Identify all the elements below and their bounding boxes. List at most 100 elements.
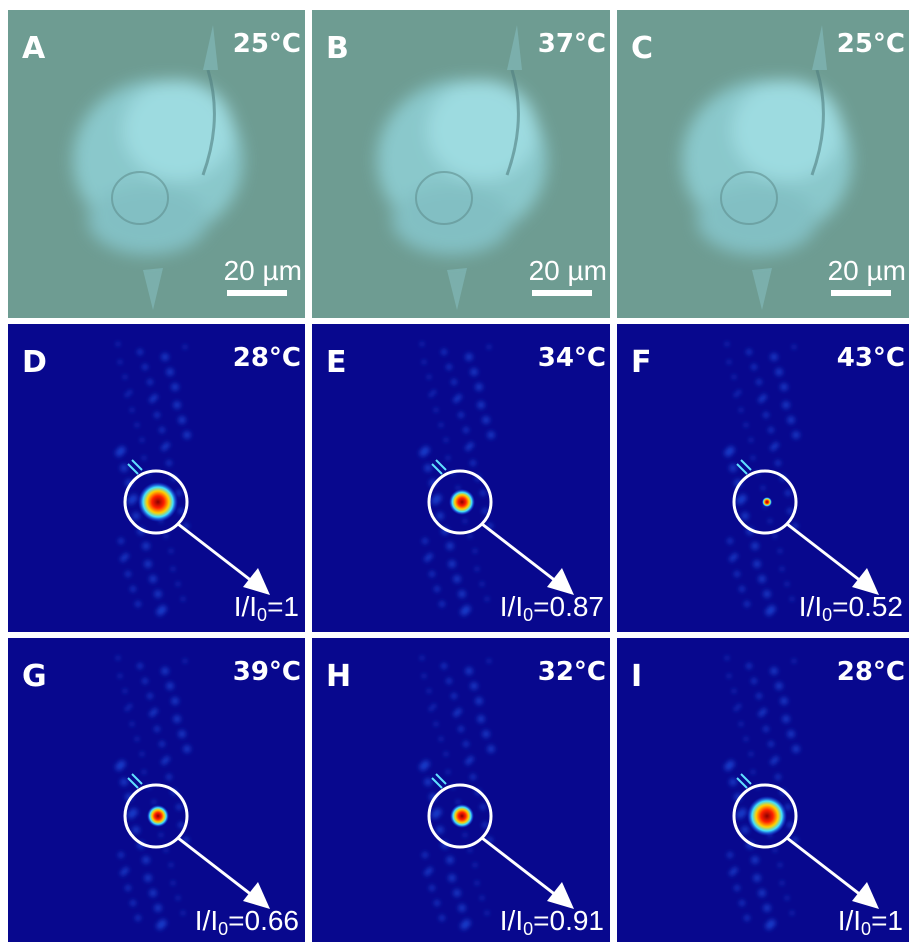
speck	[734, 571, 740, 577]
speck	[729, 556, 735, 562]
speck	[116, 342, 120, 346]
speck	[475, 383, 483, 391]
speck	[741, 826, 749, 834]
speck	[470, 774, 476, 780]
speck	[741, 512, 749, 520]
speck	[429, 885, 435, 891]
speck	[768, 519, 772, 523]
speck	[183, 745, 191, 753]
speck	[178, 416, 186, 424]
speck	[166, 774, 172, 780]
speck	[424, 556, 430, 562]
speck	[463, 427, 469, 433]
speck	[463, 741, 469, 747]
ratio-label: I/I0=0.91	[500, 905, 604, 939]
speck	[118, 538, 124, 544]
speck	[475, 567, 479, 571]
speck	[770, 353, 778, 361]
speck	[770, 445, 776, 451]
speck	[434, 722, 438, 726]
speck	[778, 549, 782, 553]
panel-label: H	[326, 659, 351, 694]
scale-bar	[227, 290, 287, 296]
speck	[475, 881, 479, 885]
speck	[429, 571, 435, 577]
speck	[120, 778, 128, 786]
temperature: 28°C	[837, 657, 905, 687]
speck	[785, 490, 791, 496]
speck	[470, 682, 478, 690]
speck	[792, 745, 800, 753]
speck	[140, 438, 144, 442]
panel-label: E	[326, 345, 347, 380]
cell	[697, 185, 817, 255]
cell	[123, 80, 233, 180]
speck	[159, 427, 165, 433]
speck	[178, 730, 186, 738]
speck	[127, 811, 135, 819]
speck	[142, 456, 146, 460]
speck	[458, 412, 464, 418]
speck	[140, 752, 144, 756]
speck	[480, 582, 484, 586]
ratio-subscript: 0	[257, 605, 267, 625]
speck	[429, 707, 433, 711]
temperature: 43°C	[837, 343, 905, 373]
speck	[128, 390, 132, 394]
speck	[751, 456, 755, 460]
speck	[744, 423, 748, 427]
speck	[135, 915, 141, 921]
ratio-label: I/I0=0.52	[799, 591, 903, 625]
cell	[427, 80, 537, 180]
speck	[434, 408, 438, 412]
panel-label: B	[326, 31, 349, 66]
speck	[739, 900, 745, 906]
speck	[482, 730, 490, 738]
ratio-subscript: 0	[523, 919, 533, 939]
speck	[751, 678, 757, 684]
speck	[166, 682, 174, 690]
speck	[135, 737, 139, 741]
speck	[753, 560, 761, 568]
image: B37°C20 µm	[312, 10, 610, 318]
speck	[164, 848, 168, 852]
speck	[744, 915, 750, 921]
speck	[787, 822, 793, 828]
speck	[787, 730, 795, 738]
speck	[132, 512, 140, 520]
figure: A25°C20 µmB37°C20 µmC25°C20 µmI/I0=1D28°…	[0, 0, 909, 942]
speck	[446, 364, 452, 370]
speck	[135, 601, 141, 607]
speck	[732, 375, 736, 379]
speck	[744, 601, 750, 607]
speck	[458, 590, 466, 598]
speck	[441, 349, 447, 355]
speck	[424, 464, 432, 472]
hot-spot	[762, 497, 772, 507]
temperature: 28°C	[233, 343, 301, 373]
speck	[436, 826, 444, 834]
speck	[130, 900, 136, 906]
speck	[729, 870, 735, 876]
speck	[792, 345, 796, 349]
speck	[790, 597, 794, 601]
speck	[770, 667, 778, 675]
panel-label: C	[631, 31, 653, 66]
speck	[487, 345, 491, 349]
temperature: 25°C	[233, 29, 301, 59]
speck	[446, 678, 452, 684]
speck	[149, 397, 155, 403]
speck	[453, 397, 459, 403]
speck	[149, 711, 155, 717]
speck	[181, 911, 185, 915]
speck	[456, 800, 460, 804]
panel: I/I0=0.52F43°C	[617, 324, 909, 632]
speck	[178, 508, 184, 514]
panel: I/I0=0.66G39°C	[8, 638, 305, 942]
speck	[439, 915, 445, 921]
speck	[763, 590, 771, 598]
speck	[482, 416, 490, 424]
speck	[480, 490, 486, 496]
speck	[734, 885, 740, 891]
speck	[485, 911, 489, 915]
